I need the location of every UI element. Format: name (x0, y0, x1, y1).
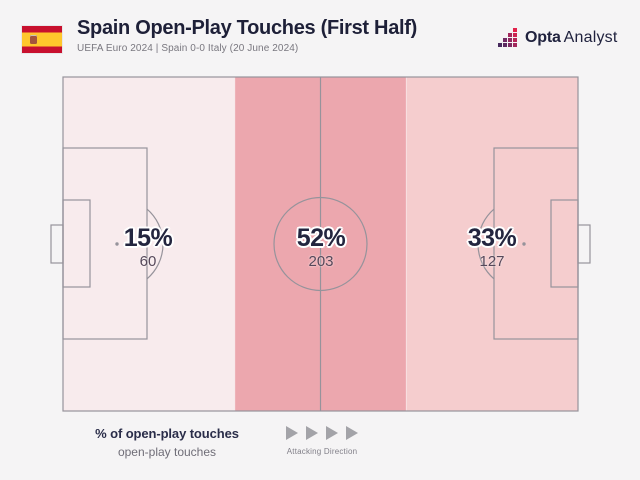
attacking-direction-arrows (286, 426, 358, 440)
arrow-right-icon (286, 426, 298, 440)
attacking-direction-label: Attacking Direction (286, 447, 358, 456)
pitch-spots (115, 242, 526, 246)
header: Spain Open-Play Touches (First Half) UEF… (77, 17, 417, 54)
middle-third-pct: 52% (296, 224, 346, 252)
arrow-right-icon (326, 426, 338, 440)
spain-flag-icon (22, 26, 62, 53)
attacking-third-touches: 127 (479, 253, 505, 271)
attacking-direction: Attacking Direction (286, 426, 358, 456)
page-title: Spain Open-Play Touches (First Half) (77, 17, 417, 39)
legend: % of open-play touches open-play touches (95, 426, 239, 459)
spain-crest-icon (30, 35, 37, 44)
arrow-right-icon (306, 426, 318, 440)
opta-analyst-logo: Opta Analyst (497, 28, 618, 48)
defensive-third-label: 15% 60 (123, 224, 173, 271)
attacking-third-zone (406, 77, 578, 411)
middle-third-touches: 203 (308, 253, 334, 271)
legend-touches-label: open-play touches (117, 445, 217, 459)
page-subtitle: UEFA Euro 2024 | Spain 0-0 Italy (20 Jun… (77, 43, 299, 54)
defensive-third-pct: 15% (123, 224, 173, 252)
defensive-third-zone (63, 77, 235, 411)
attacking-third-pct: 33% (467, 224, 517, 252)
defensive-third-touches: 60 (139, 253, 157, 271)
arrow-right-icon (346, 426, 358, 440)
attacking-third-label: 33% 127 (467, 224, 517, 271)
legend-pct-label: % of open-play touches (95, 426, 239, 441)
middle-third-label: 52% 203 (296, 224, 346, 271)
opta-bars-icon (498, 28, 517, 47)
logo-analyst-text: Analyst (563, 29, 618, 46)
logo-opta-text: Opta (525, 29, 561, 46)
